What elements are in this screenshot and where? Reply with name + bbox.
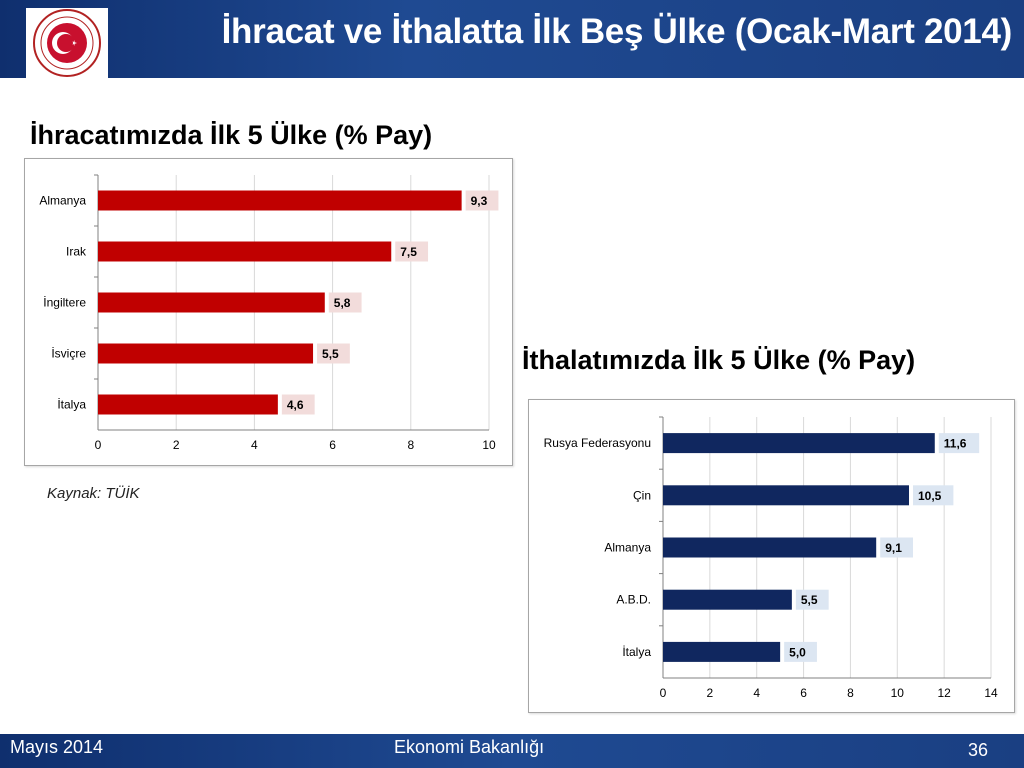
x-tick-label: 8 <box>407 438 414 452</box>
category-label: A.B.D. <box>616 593 651 607</box>
x-tick-label: 10 <box>891 686 905 700</box>
import-chart: 0 2 4 6 8 10 12 14 Rusya Federasyonu 11,6 Çin 10,5 A… <box>528 399 1015 713</box>
bar <box>98 190 462 211</box>
data-label-background <box>317 343 350 364</box>
category-label: İtalya <box>622 645 651 659</box>
data-label: 9,3 <box>471 194 488 208</box>
x-tick-label: 0 <box>95 438 102 452</box>
page-number: 36 <box>967 740 988 760</box>
data-label-background <box>913 485 954 506</box>
category-label: Almanya <box>604 541 651 555</box>
data-label: 5,0 <box>789 645 806 659</box>
bar <box>663 537 877 558</box>
data-label-background <box>938 433 980 454</box>
x-tick-label: 12 <box>937 686 951 700</box>
bar <box>663 433 935 454</box>
export-chart-title: İhracatımızda İlk 5 Ülke (% Pay) <box>30 120 433 150</box>
footer-date: Mayıs 2014 <box>10 737 104 757</box>
category-label: Çin <box>633 488 651 502</box>
ministry-logo <box>26 8 108 78</box>
data-label-background <box>281 394 315 415</box>
category-label: İngiltere <box>43 296 86 310</box>
data-label: 4,6 <box>287 398 304 412</box>
data-label-background <box>395 241 429 262</box>
data-label: 9,1 <box>885 541 902 555</box>
category-label: Irak <box>66 245 87 259</box>
bar <box>98 292 325 313</box>
x-tick-label: 6 <box>329 438 336 452</box>
x-tick-label: 0 <box>660 686 667 700</box>
x-tick-label: 14 <box>984 686 998 700</box>
bar <box>663 641 781 662</box>
category-label: Almanya <box>39 194 86 208</box>
data-label: 5,8 <box>334 296 351 310</box>
bar <box>663 485 909 506</box>
export-chart-svg: 0 2 4 6 8 10 Almanya 9,3 Irak 7,5 İngiltere 5,8 İsvi… <box>39 174 499 452</box>
bar <box>98 394 278 415</box>
category-label: Rusya Federasyonu <box>544 436 651 450</box>
category-label: İtalya <box>57 398 86 412</box>
footer-organization: Ekonomi Bakanlığı <box>394 737 545 757</box>
data-label: 10,5 <box>918 489 942 503</box>
source-note: Kaynak: TÜİK <box>47 485 140 502</box>
data-label: 11,6 <box>944 437 967 451</box>
x-tick-label: 10 <box>482 438 496 452</box>
x-tick-label: 8 <box>847 686 854 700</box>
x-tick-label: 2 <box>707 686 714 700</box>
data-label: 5,5 <box>801 593 818 607</box>
bar <box>98 241 392 262</box>
data-label-background <box>880 537 913 558</box>
page-title: İhracat ve İthalatta İlk Beş Ülke (Ocak-… <box>221 12 1013 51</box>
x-tick-label: 6 <box>800 686 807 700</box>
header-bar: İhracat ve İthalatta İlk Beş Ülke (Ocak-… <box>0 0 1024 78</box>
data-label: 7,5 <box>400 245 417 259</box>
data-label-background <box>465 190 499 211</box>
data-label-background <box>784 641 817 662</box>
footer-bar: Mayıs 2014 Ekonomi Bakanlığı 36 <box>0 734 1024 768</box>
bar <box>663 589 792 610</box>
data-label: 5,5 <box>322 347 339 361</box>
export-chart: 0 2 4 6 8 10 Almanya 9,3 Irak 7,5 İngiltere 5,8 İsvi… <box>24 158 513 466</box>
import-chart-title: İthalatımızda İlk 5 Ülke (% Pay) <box>522 345 916 375</box>
x-tick-label: 4 <box>251 438 258 452</box>
bar <box>98 343 314 364</box>
import-chart-svg: 0 2 4 6 8 10 12 14 Rusya Federasyonu 11,6 Çin 10,5 A… <box>544 416 998 700</box>
data-label-background <box>795 589 829 610</box>
x-tick-label: 2 <box>173 438 180 452</box>
x-tick-label: 4 <box>753 686 760 700</box>
data-label-background <box>328 292 362 313</box>
category-label: İsviçre <box>51 347 86 361</box>
